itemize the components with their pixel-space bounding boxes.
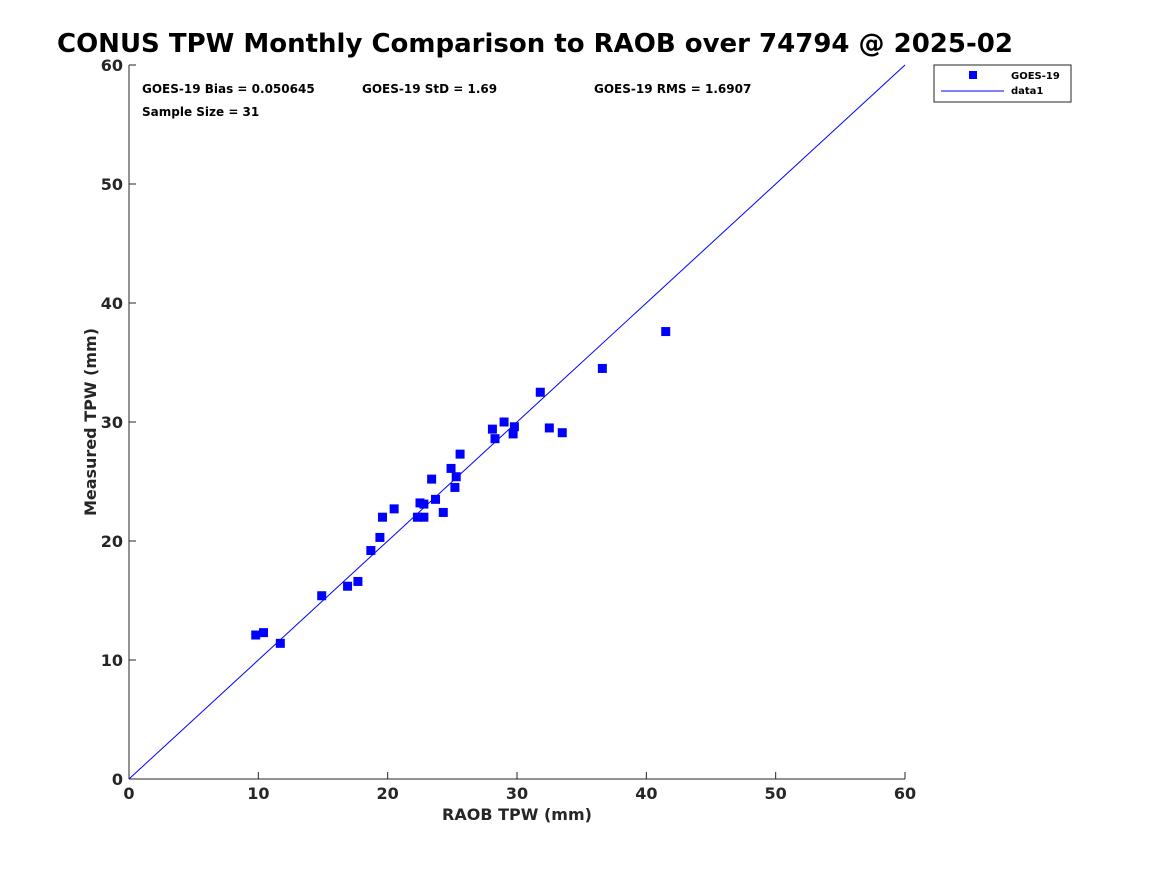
series-layer xyxy=(128,64,906,780)
scatter-point xyxy=(343,581,353,591)
x-tick-label: 20 xyxy=(377,784,399,803)
plot-area: 0 10 20 30 40 50 60 0 10 20 30 40 50 60 xyxy=(101,56,916,803)
scatter-point xyxy=(490,434,500,444)
scatter-point xyxy=(419,499,429,509)
legend-label-data1: data1 xyxy=(1011,86,1043,97)
y-tick-label: 50 xyxy=(101,175,123,194)
scatter-point xyxy=(535,387,545,397)
scatter-point xyxy=(427,474,437,484)
scatter-point xyxy=(366,546,376,556)
scatter-point xyxy=(508,429,518,439)
legend-box xyxy=(933,64,1072,103)
y-tick-label: 0 xyxy=(112,770,123,789)
scatter-point xyxy=(438,507,448,517)
scatter-point xyxy=(251,630,261,640)
std-annotation: GOES-19 StD = 1.69 xyxy=(362,82,497,96)
scatter-point xyxy=(544,423,554,433)
x-tick-label: 50 xyxy=(765,784,787,803)
y-tick-label: 10 xyxy=(101,651,123,670)
legend-label-goes-19: GOES-19 xyxy=(1011,71,1060,82)
scatter-point xyxy=(419,512,429,522)
scatter-point xyxy=(412,512,422,522)
scatter-point xyxy=(451,472,461,482)
scatter-point xyxy=(455,449,465,459)
scatter-point xyxy=(317,591,327,601)
y-tick-label: 30 xyxy=(101,413,123,432)
chart-title: CONUS TPW Monthly Comparison to RAOB ove… xyxy=(57,29,1013,59)
scatter-point xyxy=(509,422,519,432)
x-tick-label: 40 xyxy=(635,784,657,803)
x-tick-label: 60 xyxy=(894,784,916,803)
scatter-point xyxy=(389,504,399,514)
scatter-point xyxy=(450,482,460,492)
x-ticks: 0 10 20 30 40 50 60 xyxy=(123,772,916,803)
x-tick-label: 30 xyxy=(506,784,528,803)
scatter-point xyxy=(353,576,363,586)
series-line-data1 xyxy=(128,64,906,780)
scatter-point xyxy=(499,417,509,427)
scatter-point xyxy=(431,494,441,504)
sample-size-annotation: Sample Size = 31 xyxy=(142,105,259,119)
x-tick-label: 0 xyxy=(123,784,134,803)
scatter-point xyxy=(446,463,456,473)
y-tick-label: 40 xyxy=(101,294,123,313)
scatter-point xyxy=(557,428,567,438)
scatter-point xyxy=(259,628,269,638)
y-tick-label: 60 xyxy=(101,56,123,75)
scatter-point xyxy=(487,424,497,434)
y-ticks: 0 10 20 30 40 50 60 xyxy=(101,56,136,789)
legend: GOES-19 data1 xyxy=(933,64,1072,103)
scatter-point xyxy=(661,327,671,337)
rms-annotation: GOES-19 RMS = 1.6907 xyxy=(594,82,751,96)
scatter-point xyxy=(597,363,607,373)
x-axis-label: RAOB TPW (mm) xyxy=(442,805,592,824)
scatter-point xyxy=(275,638,285,648)
scatter-point xyxy=(375,532,385,542)
legend-marker-goes-19 xyxy=(969,71,977,79)
x-tick-label: 10 xyxy=(247,784,269,803)
y-axis-label: Measured TPW (mm) xyxy=(81,328,100,516)
bias-annotation: GOES-19 Bias = 0.050645 xyxy=(142,82,315,96)
scatter-point xyxy=(377,512,387,522)
y-tick-label: 20 xyxy=(101,532,123,551)
